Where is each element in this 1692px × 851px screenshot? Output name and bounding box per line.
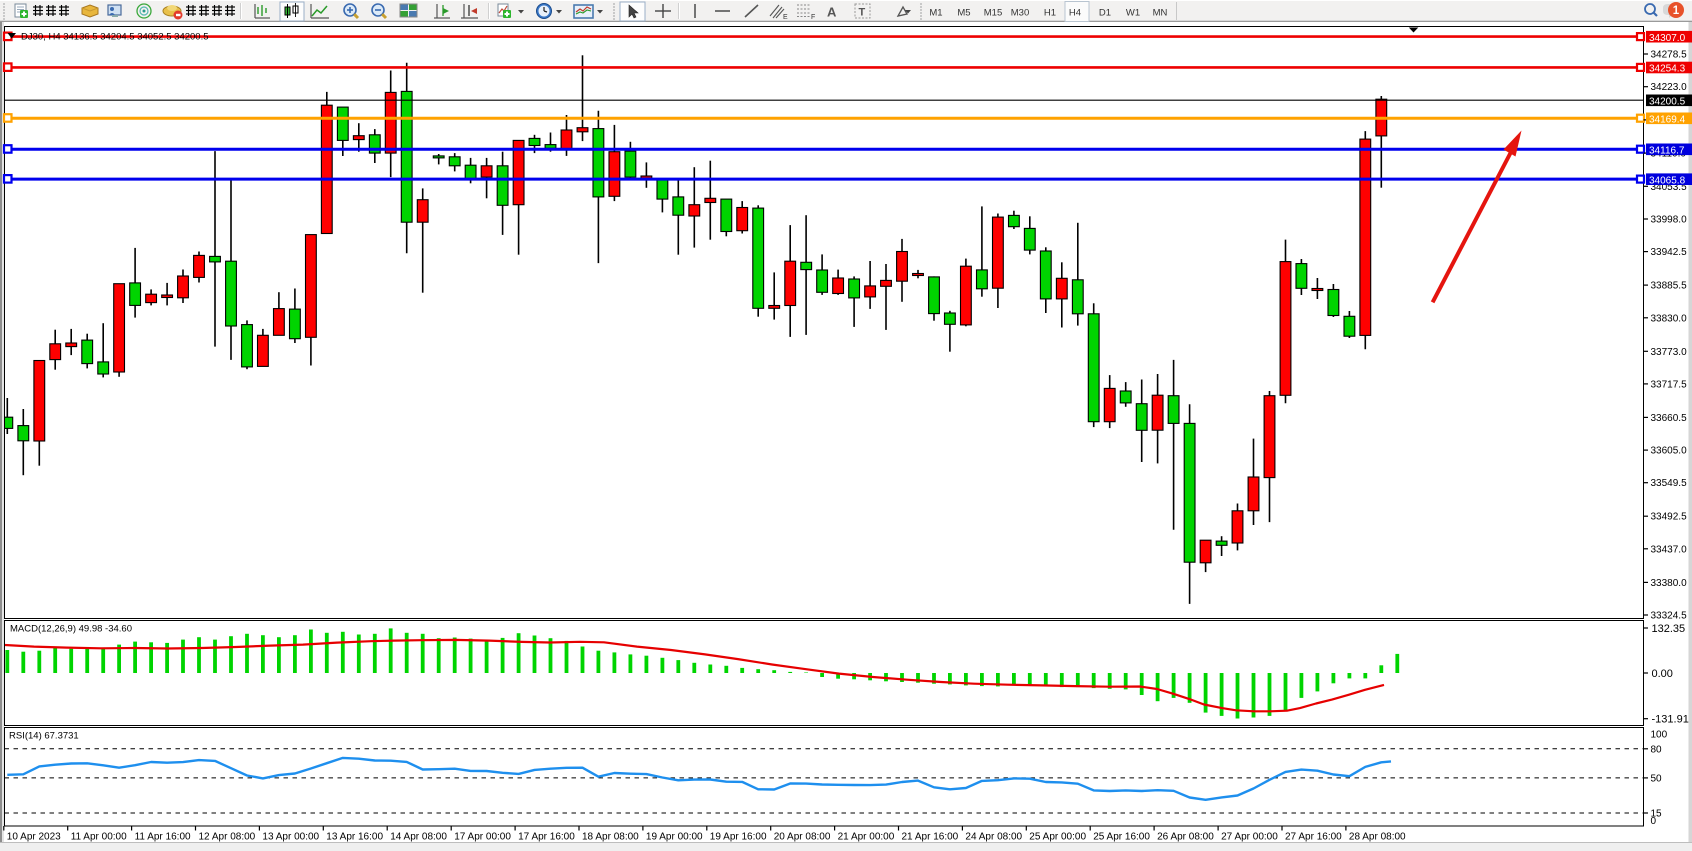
svg-text:34254.3: 34254.3 [1649, 64, 1686, 75]
svg-text:M15: M15 [984, 8, 1002, 19]
svg-text:33885.5: 33885.5 [1651, 281, 1688, 292]
svg-text:33830.0: 33830.0 [1651, 313, 1688, 324]
svg-text:33942.5: 33942.5 [1651, 247, 1688, 258]
svg-text:E: E [783, 14, 788, 21]
svg-text:M1: M1 [929, 8, 942, 19]
svg-text:132.35: 132.35 [1652, 623, 1686, 635]
svg-text:15: 15 [1651, 809, 1663, 820]
svg-text:21 Apr 00:00: 21 Apr 00:00 [838, 832, 895, 843]
svg-text:34053.5: 34053.5 [1651, 182, 1688, 193]
svg-text:33717.5: 33717.5 [1651, 379, 1688, 390]
svg-text:W1: W1 [1126, 8, 1140, 19]
svg-text:0.00: 0.00 [1652, 668, 1673, 680]
svg-text:26 Apr 08:00: 26 Apr 08:00 [1157, 832, 1214, 843]
svg-text:33492.5: 33492.5 [1651, 512, 1688, 523]
svg-text:18 Apr 08:00: 18 Apr 08:00 [582, 832, 639, 843]
svg-text:50: 50 [1651, 773, 1663, 784]
svg-text:10 Apr 2023: 10 Apr 2023 [7, 832, 61, 843]
svg-text:33998.0: 33998.0 [1651, 215, 1688, 226]
svg-text:14 Apr 08:00: 14 Apr 08:00 [390, 832, 447, 843]
svg-text:28 Apr 08:00: 28 Apr 08:00 [1349, 832, 1406, 843]
svg-text:34223.0: 34223.0 [1651, 82, 1688, 93]
svg-text:27 Apr 00:00: 27 Apr 00:00 [1221, 832, 1278, 843]
svg-text:33773.0: 33773.0 [1651, 347, 1688, 358]
svg-text:24 Apr 08:00: 24 Apr 08:00 [965, 832, 1022, 843]
svg-text:34116.7: 34116.7 [1649, 145, 1685, 156]
svg-text:33437.0: 33437.0 [1651, 544, 1688, 555]
svg-text:MN: MN [1153, 8, 1168, 19]
svg-text:25 Apr 00:00: 25 Apr 00:00 [1029, 832, 1086, 843]
svg-text:34278.5: 34278.5 [1651, 50, 1688, 61]
svg-text:H4: H4 [1069, 8, 1081, 19]
svg-text:33380.0: 33380.0 [1651, 578, 1688, 589]
svg-text:DJ30, H4 34136.5 34204.5 3405: DJ30, H4 34136.5 34204.5 34052.5 34200.5 [21, 32, 209, 43]
svg-text:11 Apr 00:00: 11 Apr 00:00 [71, 832, 127, 843]
svg-text:100: 100 [1651, 730, 1668, 741]
svg-text:17 Apr 16:00: 17 Apr 16:00 [518, 832, 575, 843]
svg-text:21 Apr 16:00: 21 Apr 16:00 [902, 832, 959, 843]
svg-text:T: T [859, 7, 866, 19]
svg-text:34200.5: 34200.5 [1649, 96, 1686, 107]
svg-text:MACD(12,26,9) 49.98 -34.60: MACD(12,26,9) 49.98 -34.60 [10, 624, 132, 635]
svg-text:34065.8: 34065.8 [1649, 175, 1686, 186]
svg-text:F: F [811, 14, 815, 21]
svg-text:A: A [827, 5, 837, 20]
svg-text:H1: H1 [1044, 8, 1056, 19]
svg-text:27 Apr 16:00: 27 Apr 16:00 [1285, 832, 1342, 843]
svg-text:20 Apr 08:00: 20 Apr 08:00 [774, 832, 831, 843]
svg-text:1: 1 [1673, 5, 1680, 17]
svg-text:33324.5: 33324.5 [1651, 611, 1688, 622]
svg-text:34307.0: 34307.0 [1649, 33, 1686, 44]
svg-text:33605.0: 33605.0 [1651, 446, 1688, 457]
svg-text:11 Apr 16:00: 11 Apr 16:00 [135, 832, 191, 843]
svg-text:17 Apr 00:00: 17 Apr 00:00 [454, 832, 511, 843]
svg-text:D1: D1 [1099, 8, 1111, 19]
svg-text:34169.4: 34169.4 [1649, 114, 1686, 125]
svg-text:13 Apr 00:00: 13 Apr 00:00 [262, 832, 319, 843]
svg-text:M5: M5 [957, 8, 970, 19]
svg-text:25 Apr 16:00: 25 Apr 16:00 [1093, 832, 1150, 843]
svg-text:-131.91: -131.91 [1652, 714, 1689, 726]
svg-text:80: 80 [1651, 744, 1663, 755]
svg-text:13 Apr 16:00: 13 Apr 16:00 [326, 832, 383, 843]
svg-text:33660.5: 33660.5 [1651, 413, 1688, 424]
svg-text:33549.5: 33549.5 [1651, 478, 1688, 489]
svg-text:19 Apr 00:00: 19 Apr 00:00 [646, 832, 703, 843]
svg-text:RSI(14) 67.3731: RSI(14) 67.3731 [9, 731, 79, 742]
svg-text:19 Apr 16:00: 19 Apr 16:00 [710, 832, 767, 843]
svg-text:12 Apr 08:00: 12 Apr 08:00 [199, 832, 256, 843]
svg-text:0: 0 [1651, 816, 1657, 827]
svg-text:M30: M30 [1011, 8, 1029, 19]
